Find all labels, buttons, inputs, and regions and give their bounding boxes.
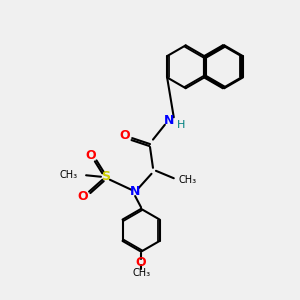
Text: H: H [177, 120, 185, 130]
Text: CH₃: CH₃ [59, 170, 77, 180]
Text: CH₃: CH₃ [178, 175, 196, 185]
Text: S: S [101, 170, 110, 183]
Text: O: O [78, 190, 88, 202]
Text: O: O [136, 256, 146, 268]
Text: N: N [164, 114, 175, 127]
Text: O: O [85, 149, 96, 162]
Text: N: N [130, 185, 140, 198]
Text: CH₃: CH₃ [132, 268, 150, 278]
Text: O: O [119, 129, 130, 142]
